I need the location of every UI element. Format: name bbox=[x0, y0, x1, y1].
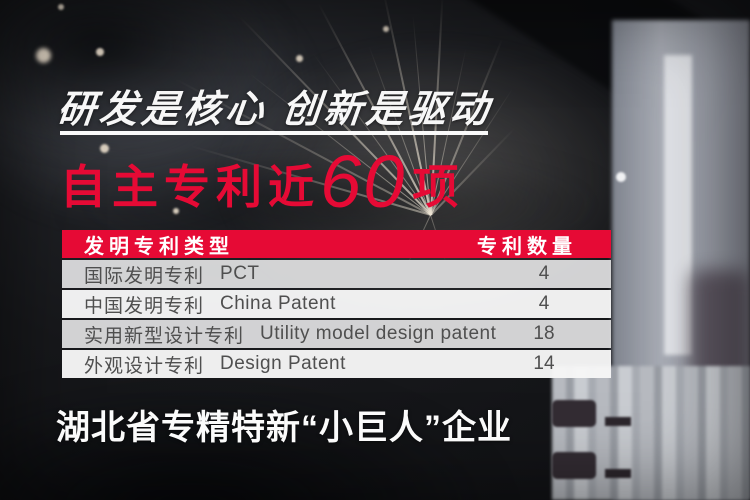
column-header-type: 发明专利类型 bbox=[84, 235, 234, 258]
table-row: 外观设计专利 Design Patent 14 bbox=[62, 350, 611, 378]
bokeh-dot bbox=[36, 48, 51, 63]
patent-type-cn: 中国发明专利 bbox=[84, 295, 205, 317]
patent-count-cell: 4 bbox=[538, 293, 550, 314]
footer-title: 湖北省专精特新“小巨人”企业 bbox=[56, 409, 512, 447]
headline: 研发是核心 创新是驱动 bbox=[55, 89, 495, 131]
table-header: 发明专利类型 专利数量 bbox=[62, 230, 611, 258]
subheadline-prefix: 自主专利近 bbox=[60, 160, 320, 213]
patent-table: 发明专利类型 专利数量 国际发明专利 PCT 4 中国发明专利 China Pa… bbox=[62, 230, 611, 378]
machine-roller bbox=[552, 452, 596, 479]
headline-underline bbox=[60, 131, 488, 135]
patent-type-cn: 国际发明专利 bbox=[84, 265, 205, 287]
bokeh-dot bbox=[616, 172, 626, 182]
table-row: 实用新型设计专利 Utility model design patent 18 bbox=[62, 320, 611, 348]
patent-type-cn: 外观设计专利 bbox=[84, 355, 205, 377]
bokeh-dot bbox=[383, 26, 389, 32]
bokeh-dot bbox=[296, 55, 303, 62]
table-row: 中国发明专利 China Patent 4 bbox=[62, 290, 611, 318]
patent-type-en: Design Patent bbox=[220, 353, 346, 374]
table-row: 国际发明专利 PCT 4 bbox=[62, 260, 611, 288]
patent-type-en: PCT bbox=[220, 263, 260, 284]
subheadline-number: 60 bbox=[320, 140, 407, 223]
subheadline: 自主专利近 60 项 bbox=[60, 140, 465, 223]
column-header-count: 专利数量 bbox=[477, 235, 577, 258]
bokeh-dot bbox=[58, 4, 64, 10]
factory-machinery bbox=[612, 20, 750, 500]
patent-type-en: Utility model design patent bbox=[260, 323, 497, 344]
patent-type-cn: 实用新型设计专利 bbox=[84, 325, 245, 347]
machine-frame bbox=[664, 55, 692, 355]
patent-count-cell: 18 bbox=[533, 323, 555, 344]
bokeh-dot bbox=[96, 48, 104, 56]
subheadline-suffix: 项 bbox=[412, 160, 465, 213]
machine-columns bbox=[552, 366, 750, 500]
patent-type-en: China Patent bbox=[220, 293, 336, 314]
patent-count-cell: 4 bbox=[538, 263, 550, 284]
machine-roller bbox=[552, 400, 596, 427]
patent-count-cell: 14 bbox=[533, 353, 555, 374]
machine-detail bbox=[690, 270, 750, 480]
